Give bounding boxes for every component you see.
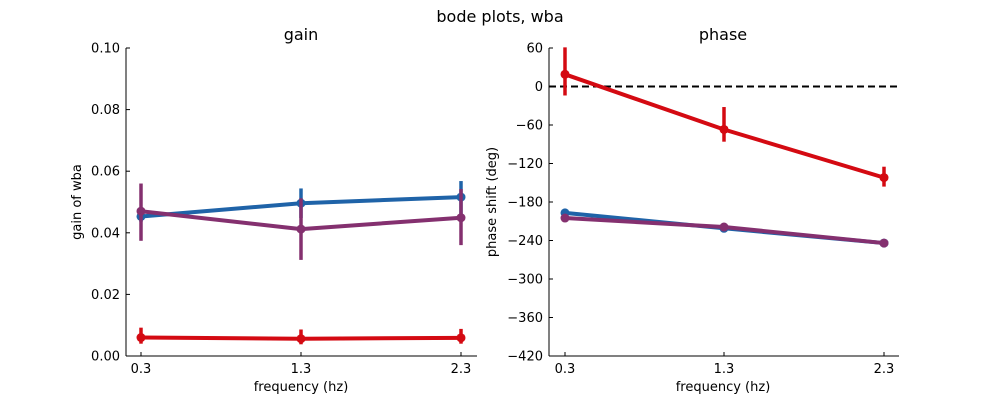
gain-data-point — [296, 224, 306, 234]
gain-x-axis-label: frequency (hz) — [254, 380, 349, 395]
phase-data-point — [719, 222, 729, 232]
phase-x-axis-label: frequency (hz) — [676, 380, 771, 395]
phase-y-axis-label: phase shift (deg) — [485, 147, 500, 257]
phase-data-point — [719, 124, 729, 134]
phase-y-tick-label: −180 — [507, 196, 543, 211]
phase-y-tick-label: −120 — [507, 157, 543, 172]
gain-x-tick-label: 1.3 — [291, 362, 312, 377]
figure-suptitle: bode plots, wba — [436, 7, 563, 26]
gain-x-tick-label: 0.3 — [131, 362, 152, 377]
gain-panel: gain frequency (hz) gain of wba 0.00 0.02… — [70, 25, 477, 395]
phase-series-2 — [560, 47, 889, 187]
gain-y-tick-label: 0.02 — [91, 288, 120, 303]
phase-x-tick-label: 1.3 — [714, 362, 735, 377]
phase-data-point — [560, 213, 570, 223]
gain-series-3 — [136, 183, 466, 260]
gain-y-tick-label: 0.00 — [91, 350, 120, 365]
phase-y-tick-label: 60 — [526, 42, 543, 57]
gain-series-2 — [136, 327, 466, 345]
gain-data-point — [456, 333, 466, 343]
phase-x-tick-label: 0.3 — [555, 362, 576, 377]
gain-data-point — [296, 334, 306, 344]
gain-y-tick-label: 0.10 — [91, 42, 120, 57]
gain-panel-title: gain — [284, 25, 319, 44]
phase-data-point — [560, 69, 570, 79]
phase-y-tick-label: −60 — [516, 119, 543, 134]
gain-data-point — [136, 206, 146, 216]
phase-y-tick-label: −420 — [507, 350, 543, 365]
phase-y-tick-label: −360 — [507, 311, 543, 326]
gain-y-axis-label: gain of wba — [70, 164, 85, 240]
phase-x-tick-label: 2.3 — [874, 362, 895, 377]
gain-x-tick-label: 2.3 — [451, 362, 472, 377]
gain-data-point — [456, 213, 466, 223]
gain-y-tick-label: 0.04 — [91, 226, 120, 241]
gain-data-point — [136, 333, 146, 343]
phase-series-3 — [560, 213, 889, 248]
phase-y-tick-label: −300 — [507, 273, 543, 288]
phase-y-tick-label: −240 — [507, 234, 543, 249]
phase-panel: phase frequency (hz) phase shift (deg) 6… — [485, 25, 899, 395]
phase-data-point — [879, 238, 889, 248]
gain-y-tick-label: 0.08 — [91, 103, 120, 118]
phase-y-tick-label: 0 — [535, 80, 543, 95]
phase-panel-title: phase — [699, 25, 747, 44]
phase-data-point — [879, 173, 889, 183]
gain-y-tick-label: 0.06 — [91, 165, 120, 180]
